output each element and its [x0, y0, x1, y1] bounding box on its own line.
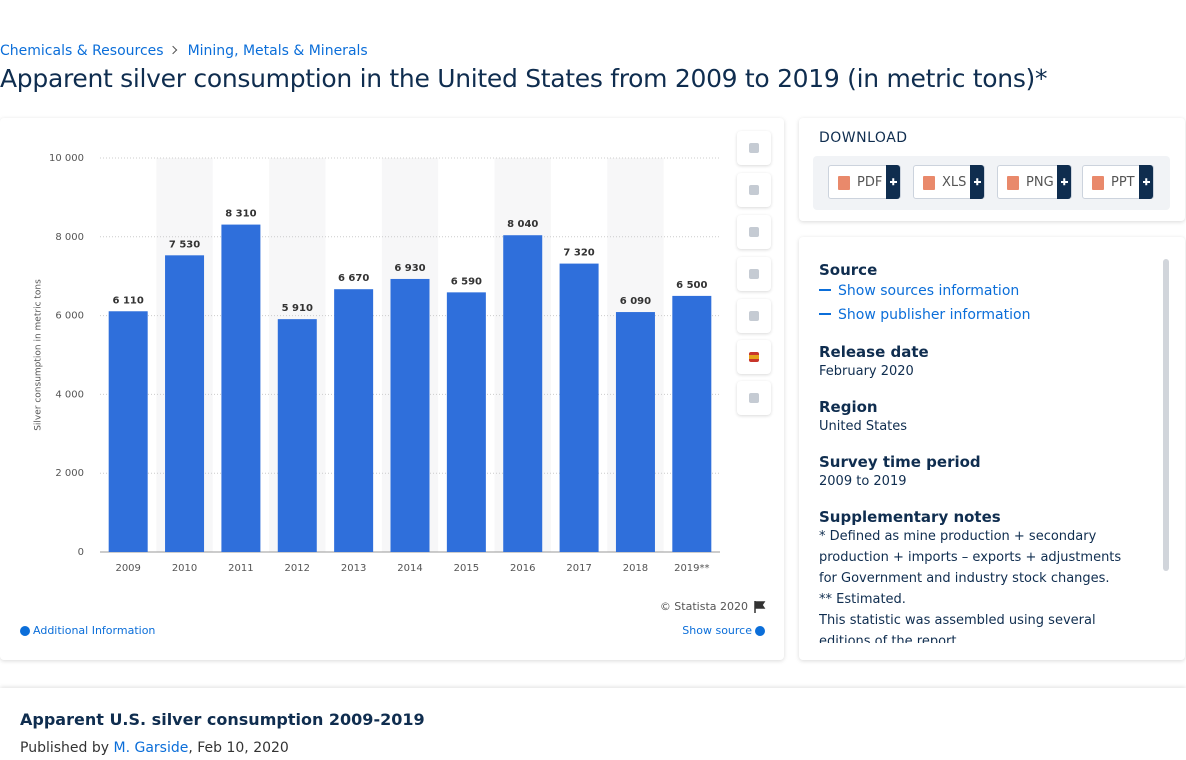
- value-label: 8 040: [507, 219, 538, 230]
- value-label: 6 110: [113, 295, 144, 306]
- x-tick-label: 2016: [510, 563, 535, 574]
- x-tick-label: 2018: [623, 563, 648, 574]
- bar: [446, 292, 486, 552]
- bar: [615, 312, 655, 552]
- article-title: Apparent U.S. silver consumption 2009-20…: [20, 710, 425, 729]
- additional-info[interactable]: Additional Information: [33, 624, 155, 637]
- value-label: 7 320: [563, 248, 594, 259]
- bar: [277, 319, 317, 552]
- bar: [221, 224, 261, 552]
- value-label: 8 310: [225, 209, 256, 220]
- y-tick-label: 2 000: [55, 468, 84, 479]
- value-label: 7 530: [169, 239, 200, 250]
- bar: [334, 289, 374, 552]
- info-heading: Supplementary notes: [819, 508, 1001, 526]
- breadcrumb-link[interactable]: Chemicals & Resources: [0, 43, 164, 59]
- value-label: 6 090: [620, 296, 651, 307]
- language-button[interactable]: [737, 340, 771, 374]
- breadcrumb-link[interactable]: Mining, Metals & Minerals: [181, 43, 368, 59]
- alert-button[interactable]: [737, 173, 771, 207]
- flag-icon[interactable]: [754, 601, 766, 613]
- download-heading: DOWNLOAD: [819, 130, 908, 146]
- bar: [108, 311, 148, 552]
- x-tick-label: 2010: [172, 563, 197, 574]
- x-tick-label: 2015: [454, 563, 479, 574]
- x-tick-label: 2014: [397, 563, 422, 574]
- info-text: February 2020: [819, 364, 914, 379]
- info-section: Release date February 2020: [819, 343, 1137, 382]
- info-link[interactable]: Show sources information: [819, 279, 1137, 303]
- value-label: 6 670: [338, 273, 369, 284]
- info-section: Supplementary notes * Defined as mine pro…: [819, 508, 1137, 643]
- info-text: 2009 to 2019: [819, 474, 907, 489]
- format-label: XLS: [942, 175, 967, 190]
- info-heading: Source: [819, 261, 878, 279]
- y-tick-label: 4 000: [55, 389, 84, 400]
- cite-button[interactable]: [737, 299, 771, 333]
- value-label: 6 590: [451, 276, 482, 287]
- x-tick-label: 2009: [115, 563, 140, 574]
- bar: [165, 255, 205, 552]
- info-text: * Defined as mine production + secondary…: [819, 529, 1122, 586]
- download-button[interactable]: XLS: [913, 165, 985, 199]
- print-button[interactable]: [737, 381, 771, 415]
- x-tick-label: 2012: [285, 563, 310, 574]
- value-label: 6 500: [676, 280, 707, 291]
- bar: [390, 278, 430, 552]
- format-label: PDF: [857, 175, 883, 190]
- info-text: ** Estimated.: [819, 592, 906, 607]
- article-published: Published by M. Garside, Feb 10, 2020: [20, 740, 289, 756]
- bar: [503, 235, 543, 552]
- info-card: Source Show sources information Show pub…: [799, 237, 1185, 660]
- download-button[interactable]: PNG: [997, 165, 1072, 199]
- chart-card: Silver consumption in metric tons © Stat…: [0, 118, 784, 660]
- show-source[interactable]: Show source: [682, 624, 752, 637]
- breadcrumb: Chemicals & Resources Mining, Metals & M…: [0, 43, 368, 59]
- y-tick-label: 8 000: [55, 232, 84, 243]
- author-link[interactable]: M. Garside: [113, 740, 189, 756]
- info-text: United States: [819, 419, 908, 434]
- download-button[interactable]: PDF: [828, 165, 901, 199]
- bar: [672, 295, 712, 552]
- download-card: DOWNLOAD PDF XLS PNG PPT: [799, 118, 1185, 221]
- copyright: © Statista 2020: [660, 600, 748, 613]
- info-icon: [20, 626, 30, 636]
- info-section: Survey time period 2009 to 2019: [819, 453, 1137, 492]
- value-label: 6 930: [394, 263, 425, 274]
- format-label: PNG: [1026, 175, 1054, 190]
- info-link[interactable]: Show publisher information: [819, 303, 1137, 327]
- info-section: Region United States: [819, 398, 1137, 437]
- chart: Silver consumption in metric tons © Stat…: [20, 153, 766, 637]
- info-text: This statistic was assembled using sever…: [819, 613, 1096, 643]
- info-heading: Survey time period: [819, 453, 981, 471]
- article-bar: Apparent U.S. silver consumption 2009-20…: [0, 688, 1186, 760]
- share-button[interactable]: [737, 257, 771, 291]
- info-heading: Region: [819, 398, 878, 416]
- info-content: Source Show sources information Show pub…: [819, 261, 1137, 643]
- info-sections: Release date February 2020 Region United St…: [819, 343, 1137, 643]
- published-date: , Feb 10, 2020: [188, 740, 289, 756]
- info-heading: Release date: [819, 343, 929, 361]
- scrollbar[interactable]: [1163, 259, 1169, 571]
- format-label: PPT: [1111, 175, 1135, 190]
- download-button[interactable]: PPT: [1082, 165, 1154, 199]
- favorite-button[interactable]: [737, 131, 771, 165]
- y-tick-label: 6 000: [55, 311, 84, 322]
- page-title: Apparent silver consumption in the Unite…: [0, 64, 1048, 93]
- x-tick-label: 2013: [341, 563, 366, 574]
- published-prefix: Published by: [20, 740, 110, 756]
- x-tick-label: 2017: [566, 563, 591, 574]
- x-tick-label: 2011: [228, 563, 253, 574]
- y-tick-label: 0: [78, 547, 84, 558]
- download-box: PDF XLS PNG PPT: [813, 156, 1170, 210]
- bar: [559, 263, 599, 552]
- y-tick-label: 10 000: [49, 153, 84, 164]
- y-axis-title: Silver consumption in metric tons: [34, 279, 44, 431]
- settings-button[interactable]: [737, 215, 771, 249]
- info-icon: [755, 626, 765, 636]
- x-tick-label: 2019**: [674, 563, 709, 574]
- value-label: 5 910: [282, 303, 313, 314]
